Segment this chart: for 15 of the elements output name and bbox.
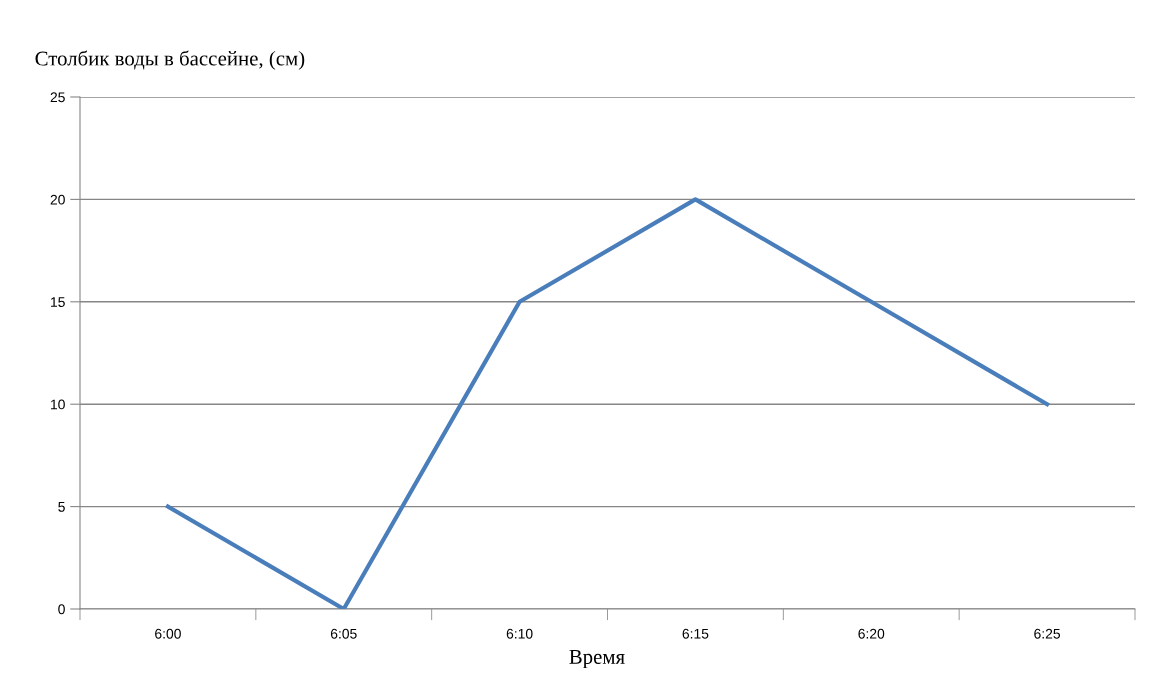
- y-tick-label: 0: [58, 604, 65, 615]
- y-axis-title: Столбик воды в бассейне, (см): [35, 50, 305, 70]
- x-tick-label: 6:20: [858, 628, 885, 639]
- y-tick-label: 15: [51, 297, 65, 307]
- x-tick-label: 6:00: [155, 628, 181, 639]
- x-tick-label: 6:10: [506, 628, 533, 639]
- y-tick-label: 10: [51, 399, 65, 410]
- x-tick-label: 6:15: [682, 628, 709, 639]
- line-series: [165, 197, 1050, 609]
- y-tick-label: 5: [58, 502, 65, 512]
- y-tick-label: 25: [50, 92, 65, 103]
- x-axis-title: Время: [569, 650, 625, 669]
- x-tick-label: 6:05: [330, 628, 357, 639]
- x-tick-label: 6:25: [1034, 628, 1061, 639]
- y-tick-label: 20: [50, 194, 65, 205]
